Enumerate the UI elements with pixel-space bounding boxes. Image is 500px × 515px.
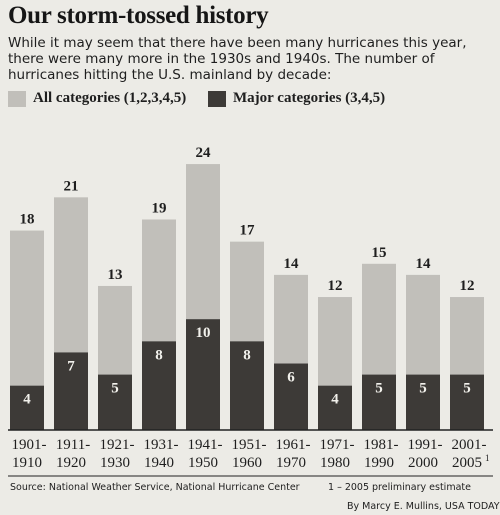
bar-major-1961-1970 [274,363,308,430]
x-tick-line1-1931-1940: 1931- [144,437,179,453]
data-label-major-1941-1950: 10 [196,325,211,341]
x-tick-line1-1991-2000: 1991- [408,437,443,453]
footnote: 1 – 2005 preliminary estimate [328,482,471,493]
x-tick-line2-1981-1990: 1990 [364,455,394,471]
bar-major-1911-1920 [54,352,88,430]
x-tick-line2-1921-1930: 1930 [100,455,130,471]
data-label-major-1971-1980: 4 [331,392,339,408]
legend: All categories (1,2,3,4,5) Major categor… [8,90,498,110]
x-tick-line1-1971-1980: 1971- [320,437,355,453]
data-label-major-1901-1910: 4 [23,392,31,408]
data-label-major-1911-1920: 7 [67,358,75,374]
data-label-all-1981-1990: 15 [372,245,387,261]
x-tick-line1-1941-1950: 1941- [188,437,223,453]
x-tick-line1-1911-1920: 1911- [56,437,90,453]
data-label-all-1931-1940: 19 [152,200,167,216]
x-tick-line2-2001-2005: 2005 [452,455,482,471]
x-tick-line2-1911-1920: 1920 [56,455,86,471]
x-tick-line2-1931-1940: 1940 [144,455,174,471]
x-tick-line2-1991-2000: 2000 [408,455,438,471]
x-tick-line1-1981-1990: 1981- [364,437,399,453]
x-tick-line2-1971-1980: 1980 [320,455,350,471]
x-tick-line1-1961-1970: 1961- [276,437,311,453]
legend-swatch-major [208,90,226,107]
legend-item-all: All categories (1,2,3,4,5) [8,90,186,107]
legend-label-major: Major categories (3,4,5) [233,90,386,106]
x-tick-line2-1951-1960: 1960 [232,455,262,471]
x-tick-line2-1901-1910: 1910 [12,455,42,471]
x-tick-line1-1901-1910: 1901- [12,437,47,453]
legend-label-all: All categories (1,2,3,4,5) [33,90,187,106]
bar-major-1941-1950 [186,319,220,430]
x-tick-line1-1921-1930: 1921- [100,437,135,453]
x-tick-line2-1941-1950: 1950 [188,455,218,471]
legend-swatch-all [8,90,26,107]
bar-major-1971-1980 [318,385,352,430]
data-label-all-1961-1970: 14 [284,256,300,272]
data-label-major-1991-2000: 5 [419,381,427,397]
bar-major-1991-2000 [406,374,440,430]
bar-major-1931-1940 [142,341,176,430]
data-label-major-1981-1990: 5 [375,381,383,397]
data-label-all-2001-2005: 12 [460,278,475,294]
data-label-all-1991-2000: 14 [416,256,432,272]
legend-item-major: Major categories (3,4,5) [208,90,385,107]
bar-major-1981-1990 [362,374,396,430]
data-label-major-1921-1930: 5 [111,381,119,397]
footnote-marker: 1 [485,453,490,463]
x-tick-line1-2001-2005: 2001- [452,437,487,453]
data-label-major-1961-1970: 6 [287,370,295,386]
chart-subtitle: While it may seem that there have been m… [8,35,467,83]
data-label-major-1951-1960: 8 [243,347,251,363]
bar-major-1951-1960 [230,341,264,430]
bar-major-1901-1910 [10,385,44,430]
credit-line: By Marcy E. Mullins, USA TODAY [347,501,500,512]
data-label-all-1901-1910: 18 [20,212,35,228]
data-label-all-1951-1960: 17 [240,223,256,239]
source-note: Source: National Weather Service, Nation… [10,482,300,493]
x-tick-line1-1951-1960: 1951- [232,437,267,453]
data-label-all-1911-1920: 21 [64,178,79,194]
chart-title: Our storm-tossed history [8,2,269,29]
data-label-major-2001-2005: 5 [463,381,471,397]
data-label-all-1971-1980: 12 [328,278,343,294]
bar-major-2001-2005 [450,374,484,430]
x-tick-line2-1961-1970: 1970 [276,455,306,471]
data-label-all-1941-1950: 24 [196,145,212,161]
bar-major-1921-1930 [98,374,132,430]
data-label-major-1931-1940: 8 [155,347,163,363]
data-label-all-1921-1930: 13 [108,267,123,283]
